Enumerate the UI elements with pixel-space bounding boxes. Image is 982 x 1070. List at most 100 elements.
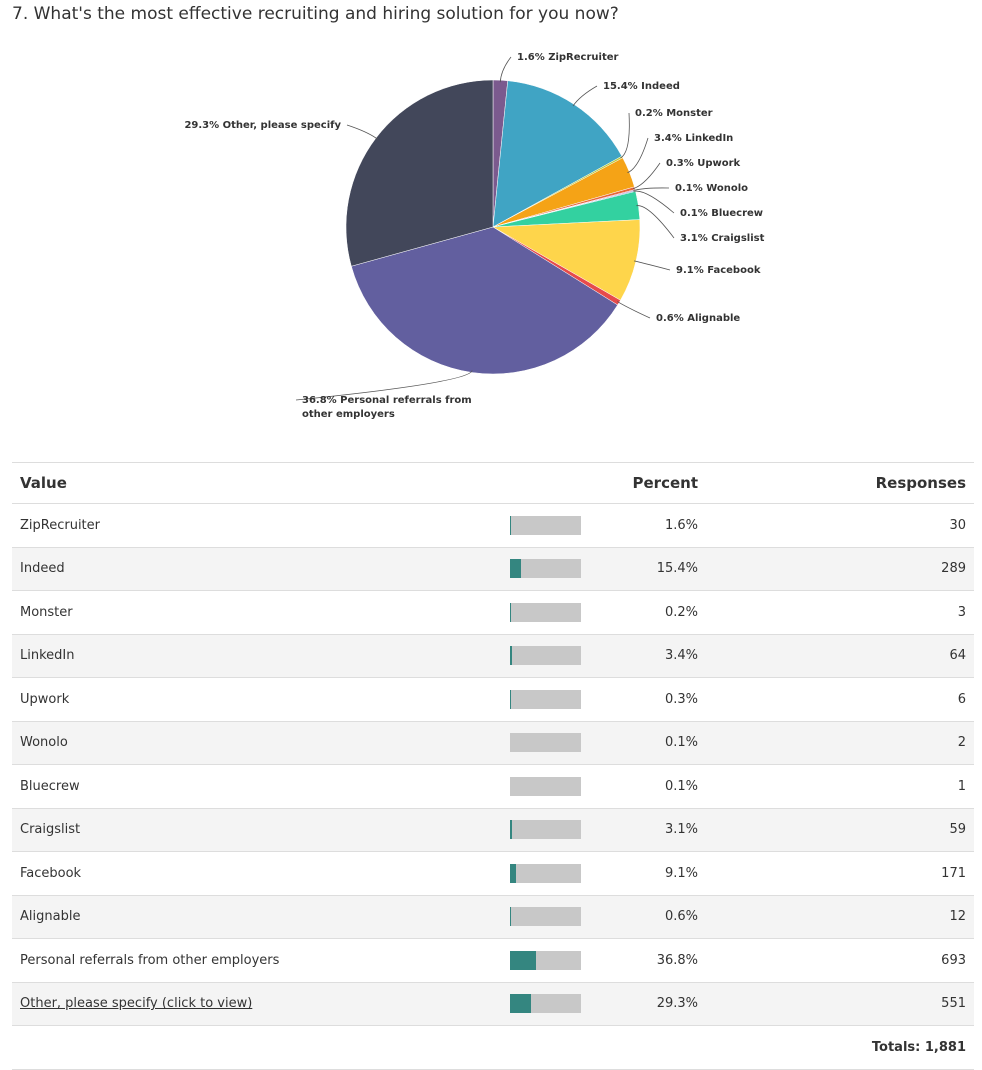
percent-bar-fill: [510, 559, 521, 578]
header-bar: [510, 463, 610, 504]
row-percent: 15.4%: [610, 547, 738, 591]
row-responses: 551: [738, 982, 974, 1026]
pie-label: 0.2% Monster: [635, 108, 713, 119]
row-percent: 0.3%: [610, 678, 738, 722]
row-responses: 1: [738, 765, 974, 809]
percent-bar: [510, 907, 581, 926]
row-responses: 3: [738, 591, 974, 635]
row-value: Upwork: [12, 678, 510, 722]
table-row: Personal referrals from other employers 3…: [12, 939, 974, 983]
row-percent: 0.6%: [610, 895, 738, 939]
pie-leader-line: [347, 125, 378, 139]
percent-bar: [510, 733, 581, 752]
other-specify-link[interactable]: Other, please specify (click to view): [20, 996, 252, 1011]
row-value: Alignable: [12, 895, 510, 939]
row-value: Bluecrew: [12, 765, 510, 809]
pie-leader-line: [633, 188, 669, 191]
totals-value: Totals: 1,881: [738, 1026, 974, 1070]
pie-leader-line: [617, 302, 650, 318]
pie-label: 3.1% Craigslist: [680, 233, 765, 244]
table-row: Wonolo 0.1%2: [12, 721, 974, 765]
table-row: LinkedIn 3.4%64: [12, 634, 974, 678]
table-row: Facebook 9.1%171: [12, 852, 974, 896]
pie-label: 9.1% Facebook: [676, 265, 761, 276]
row-responses: 12: [738, 895, 974, 939]
percent-bar: [510, 559, 581, 578]
percent-bar: [510, 820, 581, 839]
table-row: Alignable 0.6%12: [12, 895, 974, 939]
percent-bar: [510, 864, 581, 883]
row-responses: 6: [738, 678, 974, 722]
pie-label: 29.3% Other, please specify: [184, 120, 341, 131]
pie-leader-line: [500, 57, 511, 82]
percent-bar-fill: [510, 951, 536, 970]
row-value: Wonolo: [12, 721, 510, 765]
pie-leader-line: [636, 206, 674, 238]
pie-chart: 1.6% ZipRecruiter 15.4% Indeed 0.2% Monste…: [0, 40, 982, 460]
row-value: Craigslist: [12, 808, 510, 852]
percent-bar: [510, 777, 581, 796]
row-value: Facebook: [12, 852, 510, 896]
row-percent: 29.3%: [610, 982, 738, 1026]
row-value: Monster: [12, 591, 510, 635]
table-header-row: Value Percent Responses: [12, 463, 974, 504]
pie-label: 0.6% Alignable: [656, 313, 740, 324]
percent-bar-fill: [510, 994, 531, 1013]
pie-leader-line: [634, 261, 670, 270]
row-responses: 2: [738, 721, 974, 765]
percent-bar-fill: [510, 820, 512, 839]
row-value: LinkedIn: [12, 634, 510, 678]
percent-bar: [510, 646, 581, 665]
row-percent: 3.4%: [610, 634, 738, 678]
pie-leader-line: [627, 138, 648, 173]
pie-leader-line: [634, 191, 674, 213]
pie-label: 0.1% Bluecrew: [680, 208, 763, 219]
row-percent: 0.2%: [610, 591, 738, 635]
percent-bar: [510, 603, 581, 622]
row-percent: 3.1%: [610, 808, 738, 852]
row-responses: 30: [738, 504, 974, 548]
pie-label: 15.4% Indeed: [603, 81, 680, 92]
row-responses: 64: [738, 634, 974, 678]
percent-bar-fill: [510, 864, 516, 883]
header-percent: Percent: [610, 463, 738, 504]
table-row: Bluecrew 0.1%1: [12, 765, 974, 809]
row-percent: 1.6%: [610, 504, 738, 548]
pie-label: 3.4% LinkedIn: [654, 133, 733, 144]
row-percent: 0.1%: [610, 765, 738, 809]
table-row: Other, please specify (click to view) 29.…: [12, 982, 974, 1026]
results-table: Value Percent Responses ZipRecruiter 1.6%…: [12, 462, 974, 1070]
totals-row: Totals: 1,881: [12, 1026, 974, 1070]
row-responses: 171: [738, 852, 974, 896]
table-row: Craigslist 3.1%59: [12, 808, 974, 852]
pie-label: 0.1% Wonolo: [675, 183, 748, 194]
pie-label: 0.3% Upwork: [666, 158, 741, 169]
table-row: Upwork 0.3%6: [12, 678, 974, 722]
percent-bar: [510, 690, 581, 709]
row-percent: 9.1%: [610, 852, 738, 896]
percent-bar: [510, 516, 581, 535]
header-responses: Responses: [738, 463, 974, 504]
table-row: Indeed 15.4%289: [12, 547, 974, 591]
percent-bar: [510, 994, 581, 1013]
row-value: ZipRecruiter: [12, 504, 510, 548]
pie-leader-line: [633, 163, 660, 189]
row-responses: 693: [738, 939, 974, 983]
pie-label: 1.6% ZipRecruiter: [517, 52, 619, 63]
header-value: Value: [12, 463, 510, 504]
row-percent: 36.8%: [610, 939, 738, 983]
row-responses: 289: [738, 547, 974, 591]
table-row: Monster 0.2%3: [12, 591, 974, 635]
pie-leader-line: [621, 113, 630, 158]
question-title: 7. What's the most effective recruiting …: [12, 4, 619, 24]
pie-leader-line: [573, 86, 597, 106]
percent-bar-fill: [510, 646, 512, 665]
row-responses: 59: [738, 808, 974, 852]
row-value: Indeed: [12, 547, 510, 591]
table-row: ZipRecruiter 1.6%30: [12, 504, 974, 548]
percent-bar-fill: [510, 516, 511, 535]
percent-bar: [510, 951, 581, 970]
row-percent: 0.1%: [610, 721, 738, 765]
row-value: Personal referrals from other employers: [12, 939, 510, 983]
